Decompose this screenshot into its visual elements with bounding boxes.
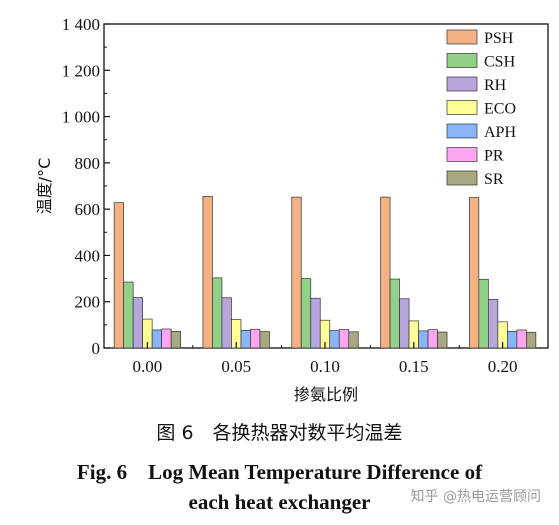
x-tick-label: 0.00 (133, 357, 163, 376)
x-axis-title: 掺氨比例 (294, 385, 358, 404)
bar-sr (170, 330, 181, 349)
bar-aph (329, 330, 340, 349)
bar-sr (259, 331, 270, 349)
legend-label-psh: PSH (484, 30, 514, 47)
figure-caption-english-line2: each heat exchanger (188, 490, 371, 514)
bar-psh (113, 202, 125, 349)
y-axis-title: 温度/°C (35, 158, 54, 215)
y-tick-label: 1 000 (62, 108, 100, 127)
x-tick-label: 0.05 (221, 357, 251, 376)
x-tick-label: 0.10 (310, 357, 340, 376)
bar-psh (469, 197, 480, 349)
x-tick-label: 0.15 (399, 357, 429, 376)
legend-label-eco: ECO (484, 101, 516, 118)
y-tick-label: 600 (75, 200, 101, 219)
figure-caption-chinese: 图 6 各换热器对数平均温差 (156, 422, 403, 444)
bar-aph (507, 330, 518, 349)
bar-rh (132, 297, 143, 349)
y-tick-label: 1 400 (62, 15, 100, 34)
y-tick-label: 200 (75, 293, 101, 312)
bar-csh (478, 278, 489, 349)
bar-aph (151, 329, 162, 349)
bars-group (113, 196, 537, 349)
legend-swatch-rh (446, 76, 478, 92)
bar-rh (399, 298, 410, 349)
legend-label-sr: SR (484, 171, 504, 188)
bar-psh (202, 196, 213, 349)
legend-swatch-aph (446, 123, 478, 139)
legend: PSH CSH RH ECO APH PR SR (446, 29, 516, 188)
legend-swatch-csh (446, 53, 478, 68)
bar-pr (250, 328, 261, 349)
watermark: 知乎 @热电运营顾问 (410, 489, 541, 505)
bar-psh (380, 196, 391, 349)
bar-csh (300, 278, 312, 349)
bar-pr (338, 329, 350, 349)
bar-csh (389, 278, 400, 349)
legend-label-rh: RH (484, 77, 507, 94)
bar-csh (123, 281, 134, 349)
bar-rh (488, 299, 499, 349)
legend-swatch-eco (446, 100, 478, 115)
bar-pr (427, 329, 438, 349)
x-axis-ticks: 0.00 0.05 0.10 0.15 0.20 (133, 342, 518, 376)
bar-rh (221, 297, 232, 349)
bar-sr (348, 331, 359, 349)
y-tick-label: 800 (75, 154, 101, 173)
bar-rh (310, 297, 321, 349)
y-axis-ticks: 0 200 400 600 800 1 000 1 200 1 400 (62, 15, 110, 358)
legend-swatch-sr (446, 170, 478, 186)
bar-pr (516, 329, 527, 349)
legend-label-pr: PR (484, 148, 504, 165)
bar-psh (291, 196, 302, 349)
bar-pr (161, 328, 172, 349)
figure-caption-english-line1: Fig. 6 Log Mean Temperature Difference o… (76, 460, 483, 484)
bar-csh (212, 277, 223, 349)
legend-label-csh: CSH (484, 54, 516, 71)
bar-chart: 0 200 400 600 800 1 000 1 200 1 400 0.00 0.05 0.1… (35, 15, 549, 404)
bar-aph (240, 330, 251, 349)
y-tick-label: 1 200 (62, 61, 100, 80)
bar-aph (418, 330, 429, 349)
legend-swatch-psh (446, 29, 478, 45)
bar-sr (525, 331, 537, 349)
legend-label-aph: APH (484, 124, 516, 141)
y-tick-label: 400 (75, 246, 101, 265)
y-tick-label: 0 (92, 339, 101, 358)
x-tick-label: 0.20 (488, 357, 518, 376)
legend-swatch-pr (446, 147, 478, 162)
bar-sr (437, 331, 448, 349)
